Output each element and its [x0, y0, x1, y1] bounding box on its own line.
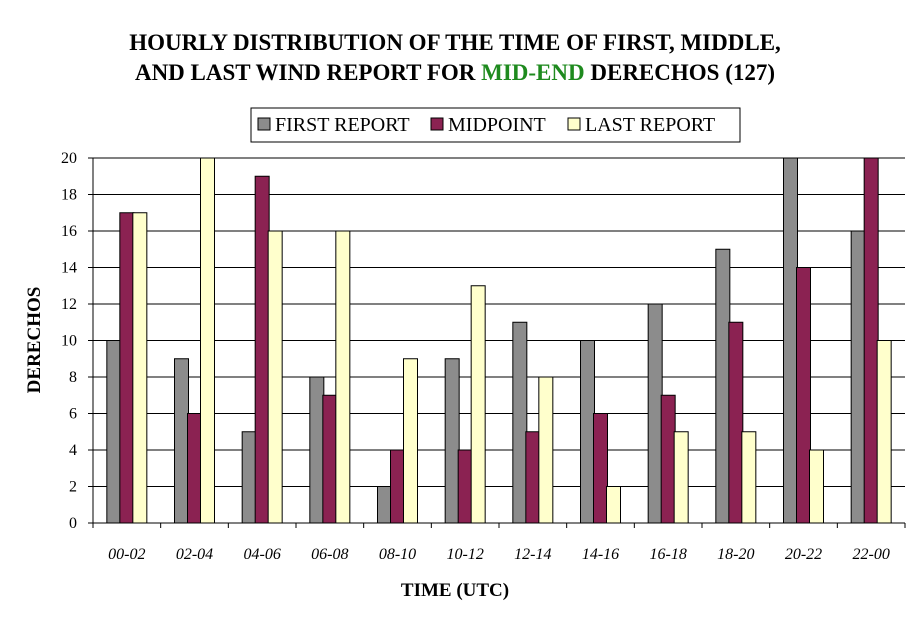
- bar-first-report: [106, 340, 122, 524]
- chart-title-line2: AND LAST WIND REPORT FOR MID-END DERECHO…: [135, 60, 775, 85]
- x-tick-label: 20-22: [785, 546, 822, 563]
- x-tick-label: 04-06: [244, 546, 281, 563]
- bar-first-report: [715, 248, 731, 524]
- bar-midpoint: [390, 449, 405, 524]
- y-tick-label: 16: [61, 223, 77, 240]
- x-tick-label: 08-10: [379, 546, 416, 563]
- legend-label: LAST REPORT: [585, 114, 715, 136]
- bar-midpoint: [525, 431, 541, 524]
- x-tick-label: 14-16: [582, 546, 619, 563]
- bar-last-report: [403, 358, 418, 524]
- y-axis-label: DERECHOS: [24, 287, 45, 394]
- y-tick-label: 8: [69, 369, 77, 386]
- x-tick-label: 22-00: [853, 546, 890, 563]
- legend-label: FIRST REPORT: [275, 114, 410, 136]
- chart-title-line1: HOURLY DISTRIBUTION OF THE TIME OF FIRST…: [129, 30, 781, 55]
- legend-label: MIDPOINT: [448, 114, 546, 136]
- bar-last-report: [876, 340, 892, 524]
- chart-title-highlight: MID-END: [481, 60, 585, 85]
- bar-last-report: [741, 431, 757, 524]
- bar-midpoint: [322, 394, 338, 524]
- legend-swatch: [430, 117, 444, 131]
- chart-legend: FIRST REPORT MIDPOINT LAST REPORT: [250, 107, 741, 143]
- bar-last-report: [470, 285, 486, 524]
- y-tick-label: 0: [69, 515, 77, 532]
- bar-first-report: [647, 303, 663, 524]
- bar-midpoint: [187, 413, 202, 524]
- chart-title-line2-prefix: AND LAST WIND REPORT FOR: [135, 60, 481, 85]
- y-tick-label: 4: [69, 442, 77, 459]
- y-tick-label: 14: [61, 260, 77, 277]
- y-tick-label: 6: [69, 406, 77, 423]
- plot-area: 0 2 4 6 8 10 12 14 16 18 20 00-02 02-04 04-06 06-08 08-…: [61, 150, 906, 563]
- bar-midpoint: [457, 449, 473, 524]
- x-tick-label: 18-20: [717, 546, 754, 563]
- bar-midpoint: [119, 212, 135, 524]
- bar-first-report: [580, 340, 595, 524]
- bar-first-report: [783, 157, 798, 524]
- x-tick-label: 02-04: [176, 546, 213, 563]
- bar-last-report: [538, 376, 554, 524]
- bar-last-report: [335, 230, 351, 524]
- x-tick-label: 10-12: [447, 546, 484, 563]
- bar-midpoint: [254, 175, 270, 524]
- bar-first-report: [174, 358, 189, 524]
- bar-midpoint: [660, 394, 676, 524]
- bar-midpoint: [593, 413, 608, 524]
- bar-last-report: [267, 230, 283, 524]
- bar-last-report: [132, 212, 148, 524]
- x-axis-label: TIME (UTC): [401, 580, 509, 601]
- bar-first-report: [309, 376, 325, 524]
- bar-midpoint: [796, 267, 811, 524]
- x-tick-label: 06-08: [311, 546, 348, 563]
- legend-box: [250, 107, 741, 143]
- bar-first-report: [241, 431, 257, 524]
- chart-title-line2-suffix: DERECHOS (127): [585, 60, 775, 85]
- bar-first-report: [377, 486, 392, 524]
- bar-last-report: [606, 486, 621, 524]
- bar-midpoint: [863, 157, 879, 524]
- bar-last-report: [200, 157, 215, 524]
- bar-first-report: [850, 230, 866, 524]
- x-tick-label: 00-02: [108, 546, 145, 563]
- bar-last-report: [673, 431, 689, 524]
- y-tick-label: 2: [69, 479, 77, 496]
- y-tick-label: 20: [61, 150, 77, 167]
- y-tick-label: 12: [61, 296, 77, 313]
- bar-first-report: [512, 321, 528, 524]
- legend-swatch: [257, 117, 271, 131]
- legend-swatch: [567, 117, 581, 131]
- bar-first-report: [444, 358, 460, 524]
- bar-midpoint: [728, 321, 744, 524]
- x-tick-label: 16-18: [650, 546, 687, 563]
- y-tick-label: 18: [61, 187, 77, 204]
- x-tick-label: 12-14: [514, 546, 551, 563]
- y-tick-label: 10: [61, 333, 77, 350]
- bar-last-report: [809, 449, 824, 524]
